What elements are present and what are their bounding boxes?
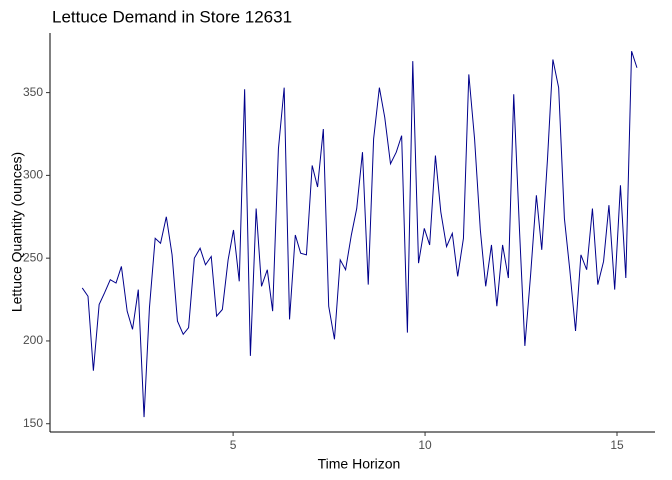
y-tick-label: 200: [23, 333, 43, 347]
x-tick-label: 10: [418, 438, 432, 452]
y-tick-label: 250: [23, 250, 43, 264]
x-tick-label: 15: [610, 438, 624, 452]
y-tick-label: 300: [23, 168, 43, 182]
y-tick-label: 350: [23, 85, 43, 99]
y-axis-title: Lettuce Quantity (ounces): [9, 152, 25, 312]
y-tick-label: 150: [23, 416, 43, 430]
x-tick-label: 5: [230, 438, 237, 452]
data-line: [81, 51, 638, 418]
chart-title: Lettuce Demand in Store 12631: [52, 7, 292, 26]
x-axis-title: Time Horizon: [318, 456, 401, 472]
